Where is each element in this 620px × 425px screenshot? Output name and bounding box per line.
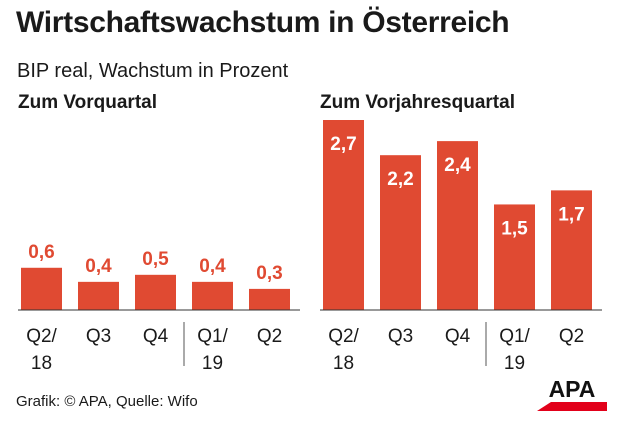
bar-vorquartal-0	[21, 267, 62, 310]
bar-vorquartal-3	[192, 281, 233, 310]
value-label-0: 2,7	[330, 134, 356, 155]
value-label-4: 1,7	[558, 204, 584, 225]
value-label-0: 0,6	[28, 242, 54, 263]
category-label-1: Q3	[86, 326, 111, 347]
category-label-1: Q3	[388, 326, 413, 347]
chart-subtitle: BIP real, Wachstum in Prozent	[17, 60, 289, 82]
category-label-0: Q2/	[328, 326, 359, 347]
panel-vorjahresquartal: 2,7 Q2/18 2,2 Q3 2,4 Q4 1,5 Q1/19 1,7 Q2	[320, 120, 602, 374]
category-label-4: Q2	[257, 326, 282, 347]
category-label-0: Q2/	[26, 326, 57, 347]
panel-title-vorquartal: Zum Vorquartal	[18, 92, 157, 113]
bar-vorjahresquartal-4	[551, 190, 592, 310]
bar-vorjahresquartal-3	[494, 204, 535, 310]
value-label-2: 0,5	[142, 249, 169, 270]
bar-vorquartal-4	[249, 288, 290, 310]
category-label-0-year: 18	[333, 353, 354, 374]
apa-logo-text: APA	[549, 378, 596, 402]
apa-logo: APA	[537, 376, 607, 412]
category-label-2: Q4	[445, 326, 471, 347]
category-label-0-year: 18	[31, 353, 52, 374]
bar-vorjahresquartal-1	[380, 155, 421, 310]
panel-vorquartal: 0,6 Q2/18 0,4 Q3 0,5 Q4 0,4 Q1/19 0,3 Q2	[18, 242, 300, 374]
source-footer: Grafik: © APA, Quelle: Wifo	[16, 393, 198, 410]
value-label-1: 0,4	[85, 256, 112, 277]
bar-vorquartal-1	[78, 281, 119, 310]
category-label-4: Q2	[559, 326, 584, 347]
category-label-3-year: 19	[504, 353, 525, 374]
value-label-3: 0,4	[199, 256, 226, 277]
apa-logo-mark: APA	[537, 376, 607, 411]
category-label-3: Q1/	[499, 326, 530, 347]
category-label-2: Q4	[143, 326, 169, 347]
value-label-2: 2,4	[444, 155, 471, 176]
bar-vorjahresquartal-2	[437, 141, 478, 310]
bar-vorjahresquartal-0	[323, 120, 364, 310]
value-label-1: 2,2	[387, 169, 413, 190]
chart-title: Wirtschaftswachstum in Österreich	[16, 6, 510, 39]
value-label-4: 0,3	[256, 263, 282, 284]
category-label-3: Q1/	[197, 326, 228, 347]
value-label-3: 1,5	[501, 218, 528, 239]
category-label-3-year: 19	[202, 353, 223, 374]
panel-title-vorjahresquartal: Zum Vorjahresquartal	[320, 92, 515, 113]
bar-vorquartal-2	[135, 274, 176, 310]
